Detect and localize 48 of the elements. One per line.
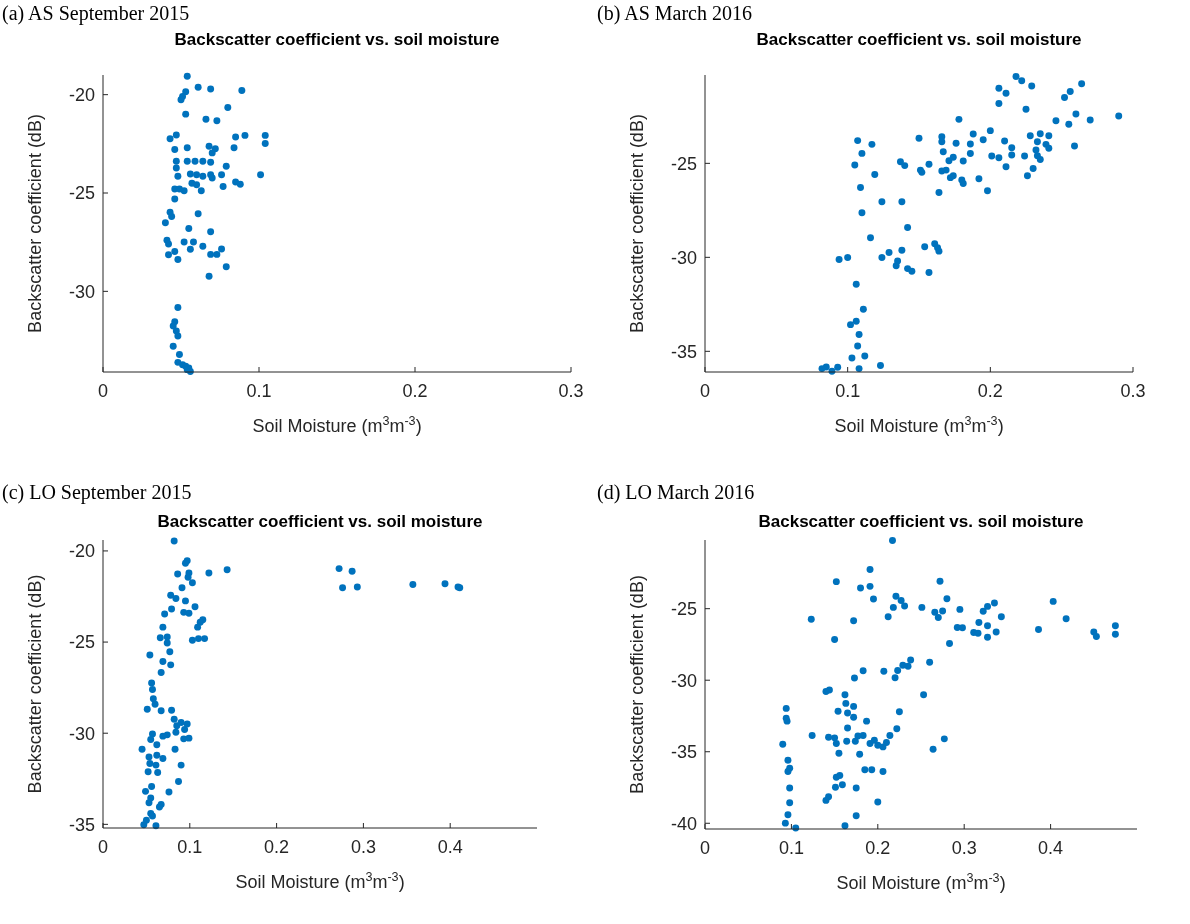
x-tick-label: 0.3 [558, 381, 584, 401]
chart-subtitle: (c) LO September 2015 [2, 481, 192, 504]
y-tick-label: -30 [68, 723, 95, 744]
chart-title: Backscatter coefficient vs. soil moisture [174, 30, 500, 49]
y-tick-label: -20 [68, 84, 95, 105]
x-tick-label: 0.4 [1038, 838, 1064, 858]
x-tick-label: 0.3 [350, 837, 376, 857]
x-tick-label: 0.1 [246, 381, 272, 401]
x-tick-label: 0.1 [177, 837, 203, 857]
y-tick-label: -35 [670, 742, 697, 763]
x-axis-title: Soil Moisture (m$^{3}$m$^{-3}$) [235, 870, 405, 892]
y-tick-label: -40 [670, 813, 697, 834]
chart-subtitle: (b) AS March 2016 [597, 2, 752, 25]
y-axis-title: Backscatter coefficient (dB) [25, 574, 45, 794]
x-axis-title: Soil Moisture (m$^{3}$m$^{-3}$) [836, 871, 1006, 893]
y-axis-title: Backscatter coefficient (dB) [25, 114, 45, 333]
x-tick-label: 0 [699, 381, 711, 401]
x-tick-label: 0.4 [437, 837, 463, 857]
y-tick-label: -25 [68, 183, 95, 204]
y-tick-label: -20 [68, 541, 95, 562]
chart-title: Backscatter coefficient vs. soil moisture [758, 512, 1084, 531]
x-tick-label: 0.2 [865, 838, 891, 858]
chart-title: Backscatter coefficient vs. soil moisture [756, 30, 1082, 49]
x-tick-label: 0 [97, 837, 109, 857]
chart-subtitle: (d) LO March 2016 [597, 481, 755, 504]
y-tick-label: -25 [670, 153, 697, 174]
x-tick-label: 0.3 [951, 838, 977, 858]
y-tick-label: -30 [670, 670, 697, 691]
x-tick-label: 0 [699, 838, 711, 858]
x-tick-label: 0 [97, 381, 109, 401]
x-tick-label: 0.2 [264, 837, 290, 857]
x-tick-label: 0.1 [778, 838, 804, 858]
y-tick-label: -30 [670, 247, 697, 268]
chart-title: Backscatter coefficient vs. soil moisture [157, 512, 483, 531]
chart-subtitle: (a) AS September 2015 [2, 2, 190, 25]
y-tick-label: -25 [68, 632, 95, 653]
y-tick-label: -35 [68, 814, 95, 835]
y-tick-label: -30 [68, 281, 95, 302]
y-axis-title: Backscatter coefficient (dB) [627, 114, 647, 333]
x-tick-label: 0.2 [402, 381, 428, 401]
x-tick-label: 0.2 [977, 381, 1003, 401]
x-tick-label: 0.3 [1120, 381, 1146, 401]
x-tick-label: 0.1 [835, 381, 861, 401]
y-axis-title: Backscatter coefficient (dB) [627, 575, 647, 794]
x-axis-title: Soil Moisture (m$^{3}$m$^{-3}$) [834, 414, 1004, 436]
y-tick-label: -25 [670, 598, 697, 619]
y-tick-label: -35 [670, 341, 697, 362]
x-axis-title: Soil Moisture (m$^{3}$m$^{-3}$) [252, 414, 422, 436]
